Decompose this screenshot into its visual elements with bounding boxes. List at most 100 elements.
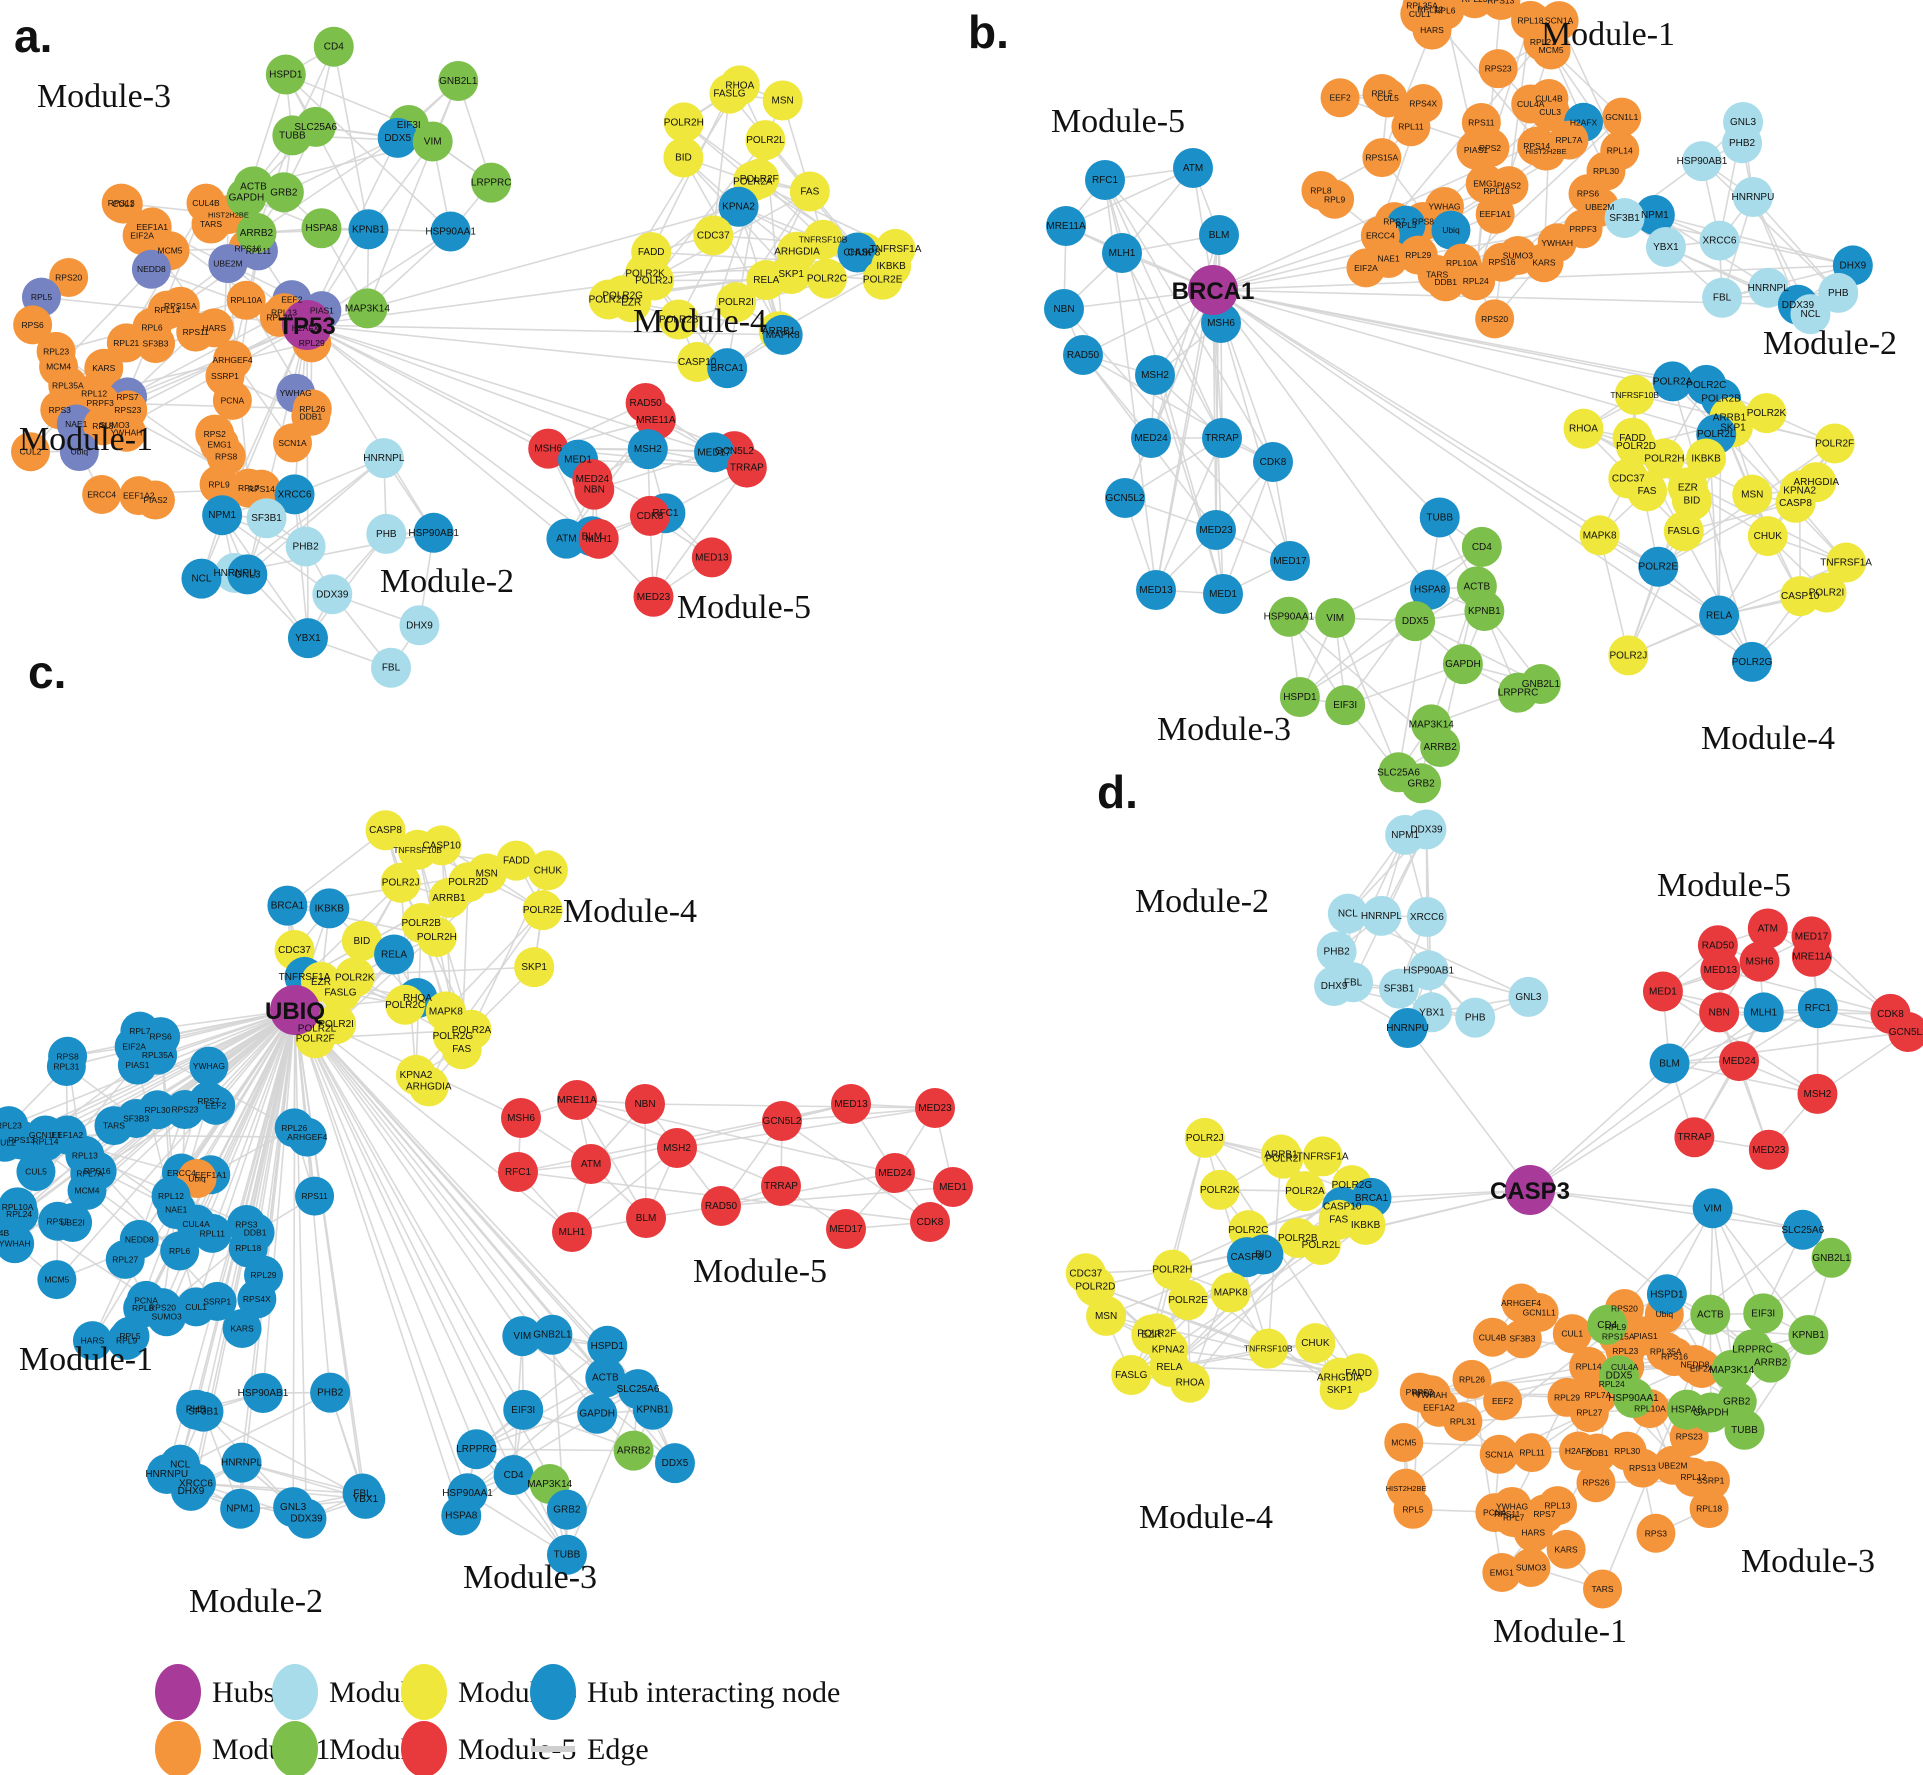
node-CHUK: [527, 850, 568, 891]
edge: [1712, 1207, 1810, 1336]
node-CUL2: [0, 1122, 25, 1162]
edge: [631, 301, 779, 332]
node-KARS: [1546, 1529, 1586, 1569]
node-ACTB: [1690, 1294, 1731, 1335]
node-CUL5: [16, 1152, 56, 1192]
node-CHUK: [837, 232, 878, 273]
node-MED17: [826, 1209, 866, 1249]
edge: [1065, 167, 1194, 227]
node-GAPDH: [1690, 1392, 1731, 1433]
edge: [1155, 437, 1223, 591]
node-RPS26: [1576, 1463, 1616, 1503]
node-POLR2H: [1644, 438, 1685, 479]
node-NBN: [1044, 289, 1084, 329]
node-POLR2H: [663, 102, 704, 143]
node-GRB2: [1401, 763, 1442, 804]
node-BRCA1: [707, 348, 748, 389]
node-CD4: [493, 1455, 534, 1496]
node-MED13: [1700, 950, 1741, 991]
hub-edge: [294, 1009, 523, 1337]
node-DDX39: [312, 574, 353, 615]
node-FBL: [371, 647, 412, 688]
legend-swatch-module-2: [272, 1664, 318, 1720]
legend-swatch-hub-interacting-node: [530, 1664, 576, 1720]
node-CUL1: [103, 184, 143, 224]
node-EEF2: [1483, 1381, 1523, 1421]
edge: [1718, 1012, 1770, 1151]
node-RPL21: [106, 323, 146, 363]
node-PIAS2: [135, 480, 175, 520]
node-MED23: [1196, 510, 1236, 550]
hub-edge: [294, 1009, 478, 1450]
node-Ubiq: [59, 432, 99, 472]
node-CDK8: [1253, 442, 1293, 482]
node-NPM1: [202, 495, 243, 536]
node-RPL27: [105, 1239, 145, 1279]
module-label-b-Module-1: Module-1: [1541, 16, 1675, 53]
node-POLR2J: [380, 862, 421, 903]
node-PHB2: [285, 526, 326, 567]
edge: [781, 1120, 931, 1223]
hub-edge: [294, 1009, 367, 1499]
node-FASLG: [709, 73, 750, 114]
module-label-d-Module-5: Module-5: [1657, 867, 1791, 904]
edge: [566, 1388, 639, 1556]
node-RPL31: [46, 1046, 86, 1086]
node-YBX1: [1645, 226, 1686, 267]
node-YWHAG: [189, 1046, 229, 1086]
node-MCM5: [1531, 30, 1571, 70]
node-MED1: [1203, 574, 1243, 614]
node-TRRAP: [761, 1166, 801, 1206]
module-label-c-Module-5: Module-5: [693, 1253, 827, 1290]
hub-edge: [306, 324, 593, 537]
node-CASP8: [365, 810, 406, 851]
edge: [241, 1461, 363, 1495]
node-TUBB: [272, 115, 313, 156]
node-MED1: [1642, 971, 1683, 1012]
edge: [1154, 374, 1224, 595]
node-TUBB: [546, 1534, 587, 1575]
node-POLR2G: [1732, 641, 1773, 682]
panel-letter-c: c.: [28, 646, 66, 698]
node-MAPK8: [762, 314, 803, 355]
hub-edge: [1104, 179, 1214, 291]
node-EZR: [611, 282, 652, 323]
node-EEF1A1: [1475, 194, 1515, 234]
node-SSRP1: [1690, 1460, 1730, 1500]
legend-swatch-module-5: [401, 1721, 447, 1775]
node-SLC25A6: [1782, 1209, 1823, 1250]
node-HSP90AA1: [1613, 1378, 1654, 1419]
node-SCN1A: [1479, 1434, 1519, 1474]
node-EEF2: [1320, 78, 1360, 118]
node-MSH2: [657, 1128, 697, 1168]
node-MAP3K14: [1711, 1349, 1752, 1390]
edge: [1334, 546, 1483, 619]
panel-letter-a: a.: [14, 10, 52, 62]
node-MCM5: [37, 1260, 77, 1300]
node-TNFRSF10B: [397, 829, 438, 870]
node-HSP90AA1: [1268, 596, 1309, 637]
module-label-a-Module-2: Module-2: [380, 563, 514, 600]
node-MSH6: [1739, 941, 1780, 982]
node-KPNB1: [1464, 591, 1505, 632]
node-HIST2H2BE: [1526, 131, 1566, 171]
node-POLR2I: [1263, 1138, 1304, 1179]
node-RPL9: [1315, 179, 1355, 219]
legend: HubsModule-1Module-2Module-3Module-4Modu…: [155, 1664, 840, 1775]
node-GAPDH: [226, 177, 267, 218]
node-MAP3K14: [347, 288, 388, 329]
node-GCN5L2: [1105, 478, 1145, 518]
hub-edge: [124, 1009, 296, 1260]
hub-edge: [1529, 1007, 1819, 1191]
node-MSH2: [1135, 355, 1175, 395]
node-RPL24: [1456, 261, 1496, 301]
node-IKBKB: [309, 888, 350, 929]
edge: [652, 467, 748, 598]
node-YWHAH: [106, 412, 146, 452]
node-DDX5: [1395, 601, 1436, 642]
node-KPNA2: [718, 186, 759, 227]
node-Ubiq: [1431, 210, 1471, 250]
node-BID: [1671, 480, 1712, 521]
node-UBE2M: [208, 244, 248, 284]
edge: [1669, 1031, 1909, 1065]
